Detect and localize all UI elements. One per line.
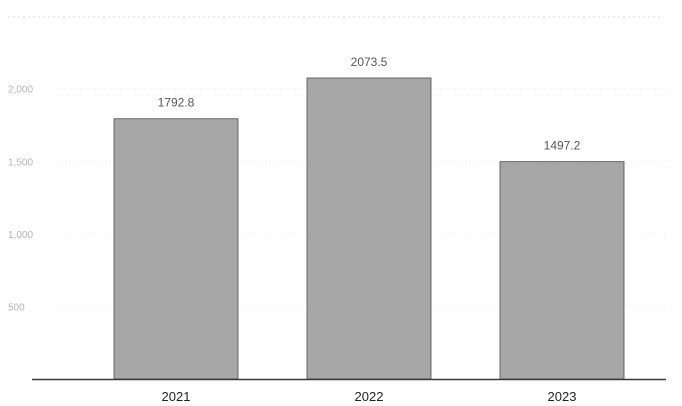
y-axis-ticks: 500 1,000 1,500 2,000	[8, 85, 33, 314]
bar-2022	[306, 77, 432, 380]
y-tick-label: 1,000	[8, 230, 33, 241]
bars	[113, 77, 625, 380]
data-label: 1497.2	[544, 139, 581, 153]
data-label: 2073.5	[351, 55, 388, 69]
bar-2023	[499, 161, 625, 380]
x-tick-label: 2021	[162, 389, 191, 404]
bar-2021	[113, 118, 239, 380]
y-tick-label: 2,000	[8, 85, 33, 96]
y-tick-label: 500	[8, 302, 25, 313]
data-labels: 1792.8 2073.5 1497.2	[158, 55, 581, 153]
x-tick-label: 2023	[548, 389, 577, 404]
data-label: 1792.8	[158, 96, 195, 110]
x-axis-labels: 2021 2022 2023	[162, 389, 577, 404]
x-tick-label: 2022	[355, 389, 384, 404]
y-tick-label: 1,500	[8, 157, 33, 168]
